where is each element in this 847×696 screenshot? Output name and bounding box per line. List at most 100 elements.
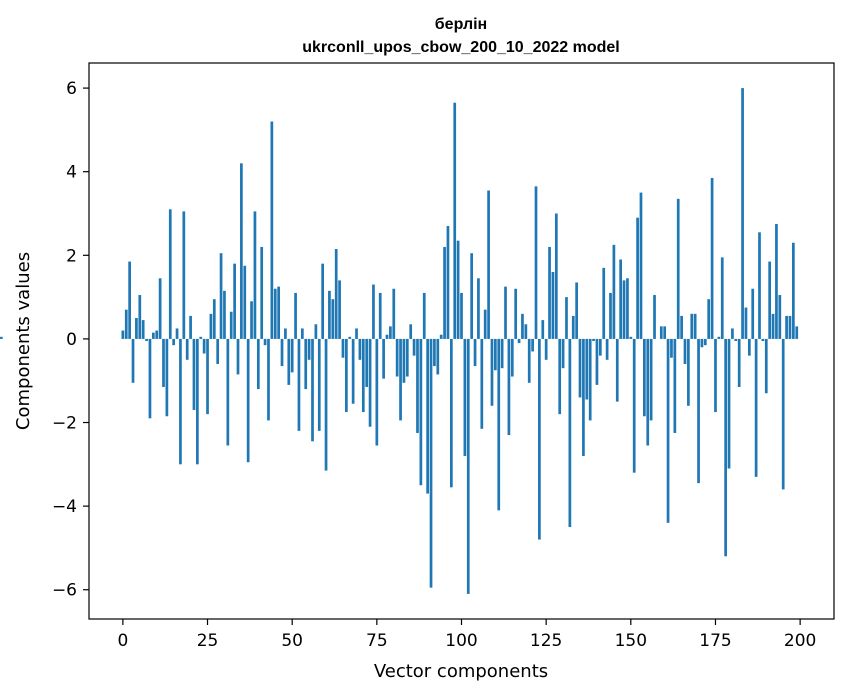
bar-162: [670, 338, 673, 358]
bar-11: [158, 278, 162, 339]
bar-124: [541, 320, 545, 339]
x-tick-label: 75: [366, 631, 388, 651]
bar-128: [554, 213, 558, 339]
bar-37: [246, 338, 250, 463]
bar-15: [172, 338, 176, 346]
bar-31: [226, 338, 230, 446]
bar-25: [206, 338, 209, 415]
bar-174: [710, 177, 714, 339]
bar-112: [500, 338, 504, 369]
bar-53: [300, 328, 304, 339]
bar-5: [138, 295, 142, 339]
bar-121: [531, 338, 534, 352]
bar-182: [737, 338, 741, 387]
bar-57: [314, 324, 318, 339]
bar-86: [412, 338, 416, 356]
bar-34: [236, 338, 240, 375]
bar-143: [605, 338, 609, 360]
bar-194: [778, 295, 782, 339]
bar-144: [609, 292, 612, 339]
x-tick-label: 100: [445, 631, 477, 651]
bar-137: [585, 338, 589, 400]
bar-198: [792, 242, 795, 339]
bar-110: [494, 338, 497, 371]
bar-104: [473, 338, 477, 367]
y-tick-label: −6: [52, 581, 77, 601]
y-axis-ticks: −6 −4 −2 0 2 4 6: [52, 79, 89, 601]
bar-181: [734, 338, 738, 341]
bar-126: [548, 246, 551, 339]
bar-120: [527, 338, 531, 383]
bar-183: [741, 88, 744, 339]
bar-116: [514, 288, 518, 339]
bar-38: [250, 301, 253, 339]
bar-199: [795, 326, 799, 339]
bar-19: [185, 338, 189, 360]
bar-95: [443, 246, 446, 339]
bar-69: [355, 328, 358, 339]
bar-101: [463, 338, 467, 456]
bar-91: [429, 338, 433, 588]
bar-20: [189, 315, 192, 339]
bar-103: [470, 253, 474, 339]
bar-89: [422, 292, 426, 339]
x-axis-label: Vector components: [374, 661, 548, 682]
bar-106: [480, 338, 484, 429]
bar-94: [439, 334, 443, 339]
bar-30: [223, 290, 226, 339]
bar-62: [331, 299, 335, 339]
bar-109: [490, 338, 494, 406]
bar-18: [182, 211, 186, 339]
bar-167: [687, 338, 690, 406]
bar-141: [598, 338, 602, 356]
bar-28: [216, 338, 220, 364]
bar-7: [145, 338, 148, 341]
bar-8: [148, 338, 152, 419]
bar-188: [758, 232, 761, 339]
bar-189: [761, 338, 765, 341]
bar-46: [277, 286, 280, 339]
plot-frame: [88, 62, 835, 620]
bar-68: [351, 338, 355, 404]
bar-146: [615, 338, 619, 402]
bar-113: [504, 286, 507, 339]
bar-171: [700, 338, 704, 348]
bar-107: [483, 309, 487, 339]
bar-115: [510, 338, 514, 377]
bar-33: [233, 263, 236, 339]
bar-80: [392, 288, 396, 339]
bar-160: [663, 326, 667, 339]
bar-16: [175, 328, 179, 339]
bar-154: [643, 338, 646, 417]
bar-84: [405, 338, 409, 377]
y-tick-label: −2: [52, 414, 77, 434]
bar-111: [497, 338, 501, 511]
x-tick-label: 0: [117, 631, 128, 651]
bar-74: [372, 284, 375, 339]
bar-77: [382, 338, 385, 379]
bar-45: [273, 288, 277, 339]
bar-63: [334, 249, 338, 339]
bar-88: [419, 338, 423, 486]
bar-60: [324, 338, 328, 471]
chart-subtitle: ukrconll_upos_cbow_200_10_2022 model: [302, 39, 619, 56]
bar-97: [449, 338, 453, 488]
bar-73: [368, 338, 372, 427]
bar-132: [568, 338, 572, 528]
bar-64: [338, 280, 341, 339]
bar-17: [179, 338, 182, 465]
bar-54: [304, 338, 308, 390]
bar-21: [192, 338, 196, 410]
bars-group: [0, 88, 799, 594]
bar-36: [243, 265, 247, 339]
bar-157: [653, 295, 656, 339]
bar-6: [141, 320, 145, 339]
bar-178: [724, 338, 727, 557]
bar-42: [263, 338, 267, 346]
bar-151: [632, 338, 636, 473]
bar-155: [646, 338, 650, 446]
bar-35: [240, 163, 243, 339]
bar-47: [280, 338, 284, 367]
bar-61: [328, 290, 331, 339]
